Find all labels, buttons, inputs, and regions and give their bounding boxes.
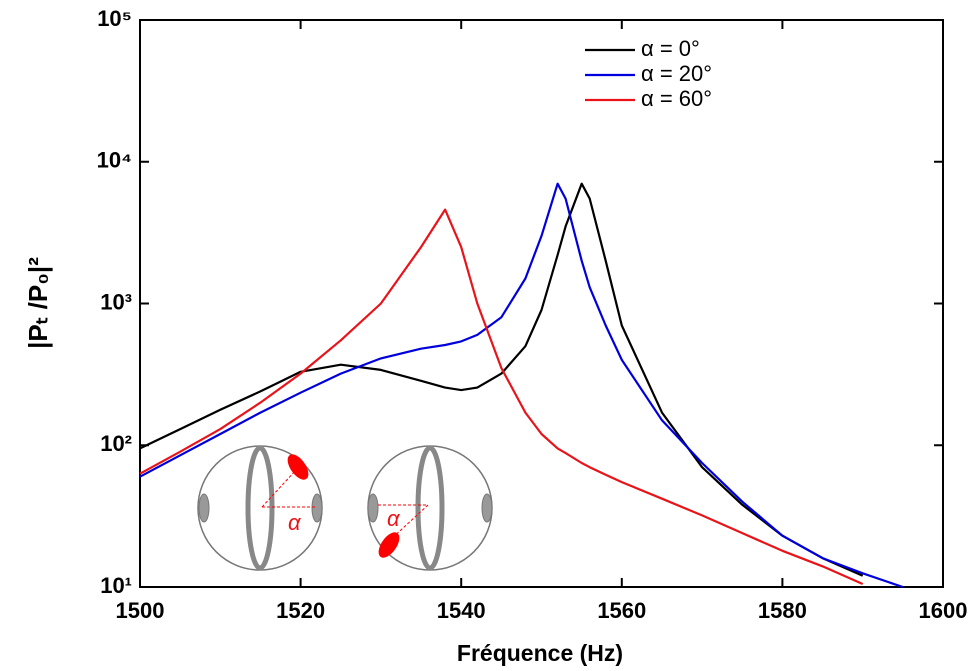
x-tick-label: 1580	[758, 598, 807, 623]
y-axis-label: |Pₜ /P₀|²	[23, 257, 53, 349]
x-tick-label: 1500	[116, 598, 165, 623]
series-line	[139, 182, 864, 577]
x-tick-label: 1520	[276, 598, 325, 623]
y-tick-label: 10⁴	[97, 148, 132, 173]
inset-sphere	[197, 445, 323, 571]
x-tick-label: 1560	[597, 598, 646, 623]
legend-label: α = 0°	[641, 36, 700, 61]
plot-frame	[139, 19, 944, 588]
ring	[415, 445, 445, 571]
sensor	[367, 493, 379, 523]
sensor	[198, 493, 210, 523]
x-tick-label: 1540	[437, 598, 486, 623]
ring	[245, 445, 275, 571]
legend-label: α = 60°	[641, 86, 712, 111]
angle-label: α	[387, 506, 401, 531]
series-line	[139, 208, 864, 586]
sensor	[481, 493, 493, 523]
y-tick-label: 10¹	[100, 573, 132, 598]
source	[287, 454, 309, 480]
legend-label: α = 20°	[641, 61, 712, 86]
inset-sphere	[367, 445, 493, 571]
sensor	[311, 493, 323, 523]
x-axis-label: Fréquence (Hz)	[457, 640, 623, 666]
angle-label: α	[288, 510, 302, 535]
y-tick-label: 10²	[100, 431, 132, 456]
angle-lines	[378, 504, 429, 541]
series-line	[139, 182, 904, 589]
y-tick-label: 10³	[100, 289, 132, 314]
y-tick-label: 10⁵	[97, 6, 132, 31]
angle-lines	[261, 469, 316, 508]
x-tick-label: 1600	[919, 598, 968, 623]
insets: α α	[197, 445, 493, 571]
